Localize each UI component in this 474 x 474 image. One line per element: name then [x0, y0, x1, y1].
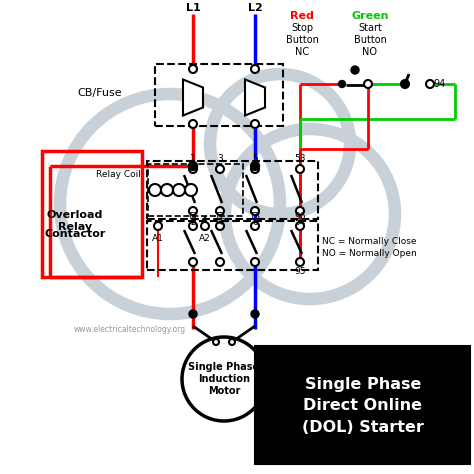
Circle shape — [296, 165, 304, 173]
Text: 4: 4 — [217, 218, 223, 227]
Text: Overload
Relay: Overload Relay — [47, 210, 103, 232]
Text: T3: T3 — [249, 211, 261, 220]
Polygon shape — [245, 80, 265, 116]
Text: Relay Coil: Relay Coil — [96, 170, 140, 179]
Circle shape — [189, 310, 197, 318]
Text: Stop
Button
NC: Stop Button NC — [285, 23, 319, 57]
Circle shape — [182, 337, 266, 421]
Text: Single Phase
Induction
Motor: Single Phase Induction Motor — [189, 362, 260, 396]
Polygon shape — [183, 80, 203, 116]
Circle shape — [251, 207, 259, 215]
Circle shape — [426, 80, 434, 88]
Circle shape — [229, 339, 235, 345]
Circle shape — [251, 310, 259, 318]
Text: Single Phase
Direct Online
(DOL) Starter: Single Phase Direct Online (DOL) Starter — [302, 377, 424, 435]
Circle shape — [216, 165, 224, 173]
Text: Contactor: Contactor — [44, 229, 106, 239]
Circle shape — [401, 80, 409, 88]
Text: NO = Normally Open: NO = Normally Open — [322, 249, 417, 258]
Text: www.electricaltechnology.org: www.electricaltechnology.org — [74, 325, 186, 334]
Circle shape — [364, 80, 372, 88]
Circle shape — [189, 162, 198, 171]
Circle shape — [216, 222, 224, 230]
Circle shape — [251, 120, 259, 128]
Bar — [148, 164, 243, 216]
Text: A2: A2 — [199, 234, 211, 243]
Text: 5: 5 — [252, 154, 258, 163]
Circle shape — [216, 258, 224, 266]
Text: 54: 54 — [294, 218, 306, 227]
Text: NC = Normally Close: NC = Normally Close — [322, 237, 417, 246]
Text: L2: L2 — [247, 3, 263, 13]
Circle shape — [251, 165, 259, 173]
Circle shape — [154, 222, 162, 230]
Circle shape — [189, 165, 197, 173]
Text: Start
Button
NO: Start Button NO — [354, 23, 386, 57]
Text: 6: 6 — [252, 218, 258, 227]
Text: Green: Green — [351, 11, 389, 21]
Circle shape — [216, 207, 224, 215]
Text: 3: 3 — [217, 154, 223, 163]
Circle shape — [189, 120, 197, 128]
Bar — [155, 64, 283, 126]
Text: T1: T1 — [187, 211, 199, 220]
Text: CB/Fuse: CB/Fuse — [78, 88, 122, 98]
Circle shape — [185, 184, 197, 196]
Circle shape — [201, 222, 209, 230]
Circle shape — [296, 222, 304, 230]
Bar — [255, 346, 470, 464]
Circle shape — [251, 222, 259, 230]
Bar — [42, 151, 142, 277]
Circle shape — [338, 81, 346, 88]
Text: T2: T2 — [215, 211, 226, 220]
Text: L1: L1 — [186, 3, 201, 13]
Circle shape — [296, 207, 304, 215]
Circle shape — [251, 65, 259, 73]
Text: Red: Red — [290, 11, 314, 21]
Circle shape — [149, 184, 161, 196]
Circle shape — [189, 258, 197, 266]
Circle shape — [173, 184, 185, 196]
Circle shape — [401, 81, 409, 88]
Text: 1: 1 — [190, 154, 196, 163]
Circle shape — [161, 184, 173, 196]
Text: A1: A1 — [152, 234, 164, 243]
Bar — [147, 161, 318, 219]
Circle shape — [296, 258, 304, 266]
Text: 2: 2 — [190, 218, 196, 227]
Circle shape — [189, 65, 197, 73]
Circle shape — [250, 162, 259, 171]
Circle shape — [213, 339, 219, 345]
Circle shape — [251, 258, 259, 266]
Circle shape — [351, 66, 359, 74]
Circle shape — [189, 207, 197, 215]
Bar — [147, 221, 318, 270]
Circle shape — [189, 222, 197, 230]
Text: 53: 53 — [294, 154, 306, 163]
Text: 96: 96 — [294, 211, 306, 220]
Text: 95: 95 — [294, 267, 306, 276]
Text: 94: 94 — [434, 79, 446, 89]
